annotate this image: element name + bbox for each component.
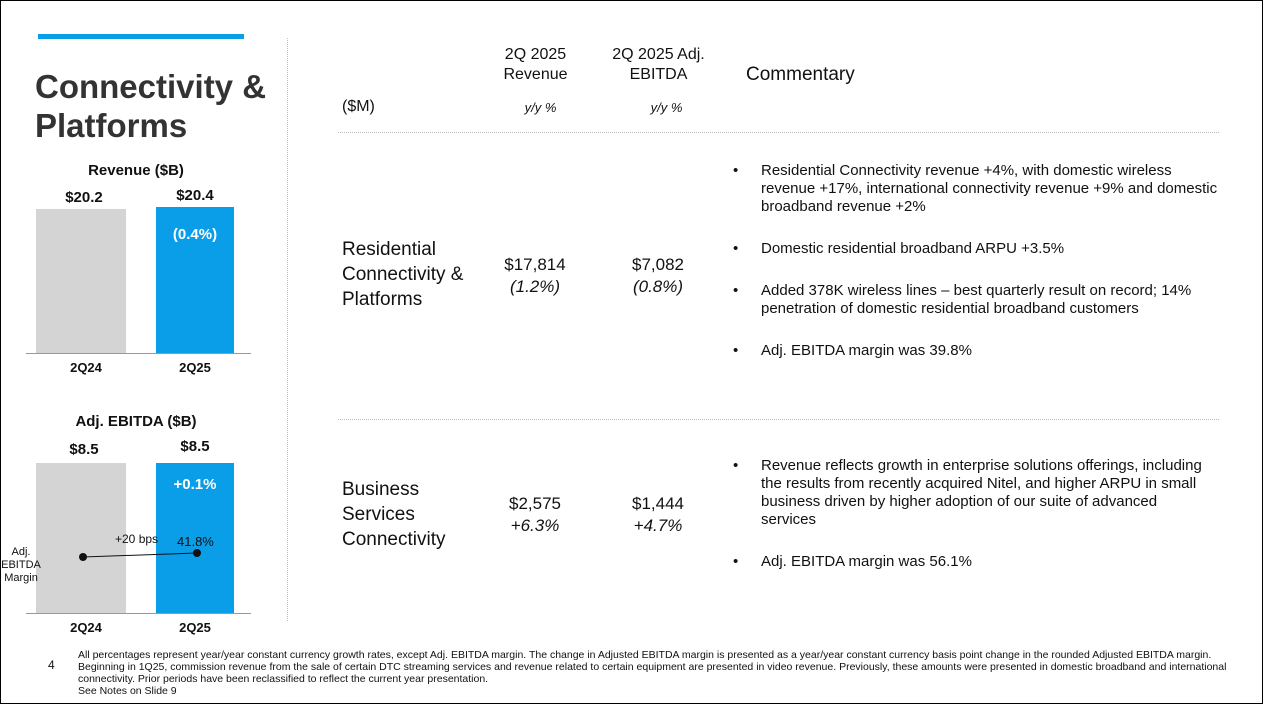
commentary-item: Adj. EBITDA margin was 39.8% — [733, 342, 1219, 360]
commentary-item: Domestic residential broadband ARPU +3.5… — [733, 240, 1219, 258]
margin-point-2q25 — [193, 549, 201, 557]
revenue-bar-value-2q24: $20.2 — [65, 189, 103, 206]
col-header-ebitda: 2Q 2025 Adj. EBITDA — [612, 46, 705, 83]
revenue-bar-2q24 — [36, 209, 126, 353]
ebitda-xlabel-2q24: 2Q24 — [70, 620, 102, 635]
revenue-change-label: (0.4%) — [172, 226, 218, 243]
row-residential-ebitda-value: $7,082 — [632, 255, 684, 274]
row-residential-revenue-pct: (1.2%) — [509, 277, 561, 296]
col-header-commentary: Commentary — [746, 64, 855, 85]
row-business-revenue: $2,575 +6.3% — [475, 493, 595, 537]
ebitda-baseline — [26, 613, 251, 614]
ebitda-bar-value-2q25: $8.5 — [180, 438, 210, 455]
margin-value-2q25: 41.8% — [177, 534, 214, 549]
margin-point-2q24 — [79, 553, 87, 561]
page-title: Connectivity & Platforms — [35, 68, 267, 144]
row-residential-revenue-value: $17,814 — [504, 255, 566, 274]
revenue-bar-value-2q25: $20.4 — [176, 187, 214, 204]
commentary-item: Residential Connectivity revenue +4%, wi… — [733, 162, 1219, 216]
row-residential-ebitda-pct: (0.8%) — [632, 277, 684, 296]
margin-line — [82, 552, 198, 558]
row-label-residential: Residential Connectivity & Platforms — [342, 239, 464, 310]
row-business-commentary: Revenue reflects growth in enterprise so… — [733, 457, 1203, 571]
row-business-revenue-pct: +6.3% — [510, 516, 560, 535]
footnote-see-notes: See Notes on Slide 9 — [78, 685, 177, 697]
ebitda-bar-2q25 — [156, 463, 234, 613]
ebitda-bar-value-2q24: $8.5 — [69, 441, 99, 458]
row-business-ebitda: $1,444 +4.7% — [598, 493, 718, 537]
ebitda-xlabel-2q25: 2Q25 — [179, 620, 211, 635]
units-label: ($M) — [342, 98, 375, 115]
commentary-item: Revenue reflects growth in enterprise so… — [733, 457, 1203, 529]
revenue-bar-2q25 — [156, 207, 234, 353]
revenue-chart-title: Revenue ($B) — [88, 162, 184, 179]
header-divider — [338, 132, 1219, 133]
margin-label: Adj. EBITDA Margin — [1, 546, 41, 584]
row-business-revenue-value: $2,575 — [509, 494, 561, 513]
row-residential-ebitda: $7,082 (0.8%) — [598, 254, 718, 298]
margin-line-overlay — [79, 549, 201, 561]
commentary-item: Added 378K wireless lines – best quarter… — [733, 282, 1219, 318]
margin-change-label: +20 bps — [115, 532, 159, 546]
col-sub-revenue: y/y % — [524, 100, 557, 115]
row-residential-commentary: Residential Connectivity revenue +4%, wi… — [733, 162, 1219, 360]
col-header-revenue: 2Q 2025 Revenue — [503, 46, 568, 83]
col-sub-ebitda: y/y % — [650, 100, 683, 115]
footnote-text: All percentages represent year/year cons… — [78, 649, 1227, 685]
revenue-xlabel-2q25: 2Q25 — [179, 360, 211, 375]
commentary-item: Adj. EBITDA margin was 56.1% — [733, 553, 1203, 571]
row-business-ebitda-value: $1,444 — [632, 494, 684, 513]
accent-bar — [38, 34, 244, 39]
row-business-ebitda-pct: +4.7% — [633, 516, 683, 535]
row-residential-revenue: $17,814 (1.2%) — [475, 254, 595, 298]
row-divider — [338, 419, 1219, 420]
revenue-xlabel-2q24: 2Q24 — [70, 360, 102, 375]
ebitda-bar-2q24 — [36, 463, 126, 613]
footnote: All percentages represent year/year cons… — [78, 649, 1248, 697]
revenue-baseline — [26, 353, 251, 354]
row-label-business: Business Services Connectivity — [342, 479, 446, 550]
page-number: 4 — [48, 658, 55, 672]
ebitda-chart-title: Adj. EBITDA ($B) — [75, 413, 197, 430]
ebitda-change-label: +0.1% — [173, 476, 217, 493]
vertical-divider — [287, 38, 288, 621]
